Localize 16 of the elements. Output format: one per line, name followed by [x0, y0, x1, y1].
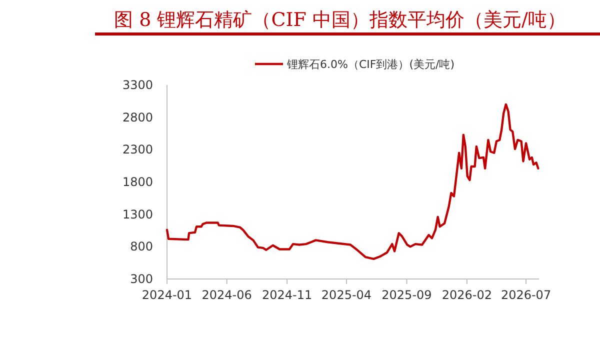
- title: 图 8 锂辉石精矿（CIF 中国）指数平均价（美元/吨）: [114, 9, 566, 31]
- y-tick-label: 300: [130, 272, 153, 286]
- x-tick-label: 2024-11: [262, 288, 312, 302]
- x-tick-label: 2025-04: [321, 288, 372, 302]
- y-tick-label: 800: [130, 240, 153, 254]
- y-tick-label: 2300: [122, 142, 153, 157]
- x-tick-label: 2026-07: [500, 288, 552, 302]
- y-tick-label: 1800: [122, 175, 153, 189]
- x-tick-label: 2026-02: [442, 288, 492, 302]
- y-tick-label: 3300: [122, 78, 153, 92]
- x-tick-label: 2024-06: [202, 288, 252, 302]
- x-tick-label: 2025-09: [382, 288, 432, 302]
- y-tick-label: 2800: [122, 110, 153, 124]
- legend-label: 锂辉石6.0%（CIF到港）(美元/吨): [286, 58, 454, 71]
- y-tick-label: 1300: [122, 207, 153, 222]
- x-tick-label: 2024-01: [142, 288, 192, 302]
